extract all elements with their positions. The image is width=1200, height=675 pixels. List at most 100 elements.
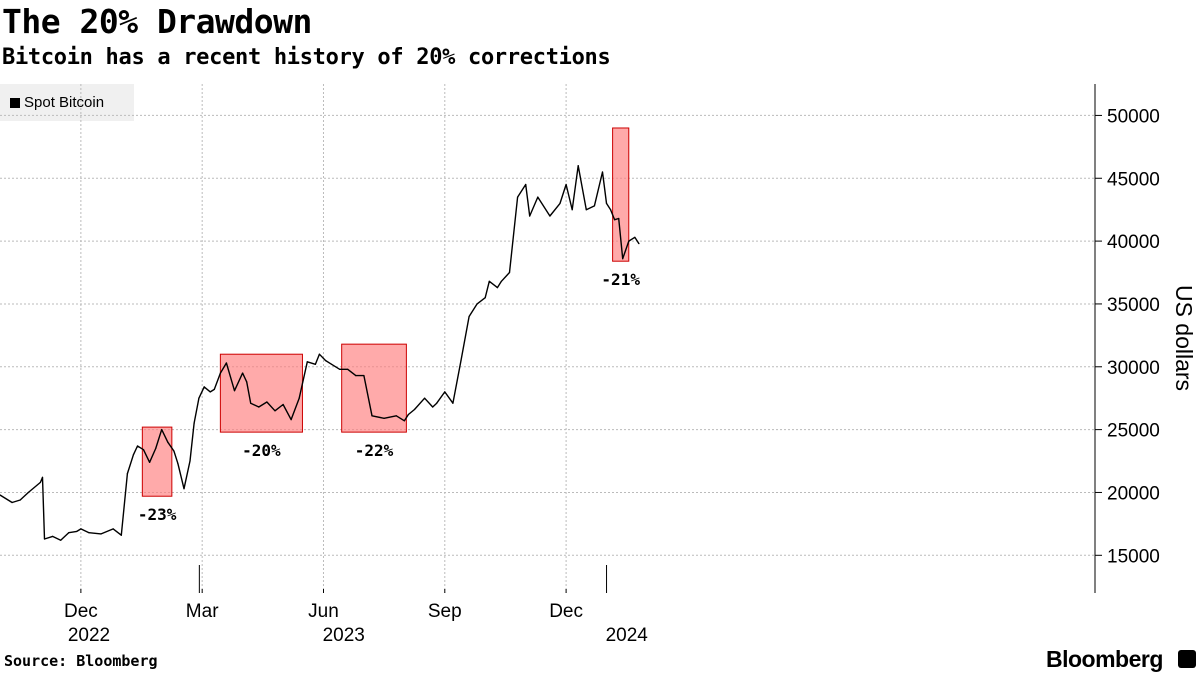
data-point: [88, 532, 90, 534]
data-point: [219, 372, 221, 374]
data-point: [525, 183, 527, 186]
data-point: [331, 363, 333, 365]
data-point: [314, 363, 316, 365]
data-point: [622, 258, 624, 260]
data-point: [403, 420, 405, 422]
data-point: [167, 441, 169, 443]
data-point: [39, 481, 42, 483]
source-note: Source: Bloomberg: [4, 652, 158, 670]
data-point: [601, 171, 604, 173]
drawdown-label: -21%: [601, 270, 640, 289]
data-point: [476, 303, 478, 305]
data-point: [610, 209, 612, 211]
y-axis-label: US dollars: [1171, 285, 1197, 391]
data-point: [126, 473, 128, 475]
data-point: [52, 535, 54, 538]
data-point: [424, 397, 426, 399]
gridlines: [0, 84, 1095, 593]
data-point: [508, 271, 511, 274]
data-point: [571, 209, 573, 211]
data-point: [634, 236, 636, 238]
data-point: [132, 454, 134, 456]
data-point: [233, 390, 236, 392]
data-point: [225, 362, 227, 364]
data-point: [488, 280, 490, 282]
data-point: [60, 539, 62, 541]
data-point: [460, 359, 462, 362]
data-point: [306, 361, 308, 363]
data-point: [577, 165, 579, 167]
data-point: [80, 528, 82, 530]
y-tick-label: 50000: [1107, 106, 1160, 127]
data-point: [484, 297, 486, 299]
data-point: [529, 215, 531, 217]
data-point: [173, 450, 175, 452]
data-point: [198, 397, 200, 399]
data-point: [468, 315, 470, 318]
data-point: [213, 388, 215, 390]
year-label: 2024: [606, 625, 649, 646]
data-point: [183, 488, 185, 490]
drawdown-box: [341, 343, 407, 433]
data-point: [68, 532, 70, 534]
y-tick-label: 35000: [1107, 295, 1160, 316]
data-point: [161, 429, 163, 431]
drawdown-label: -23%: [138, 505, 177, 524]
chart-title: The 20% Drawdown: [2, 2, 312, 41]
data-point: [258, 406, 260, 408]
data-point: [383, 417, 385, 419]
brand-logo: Bloomberg: [1046, 646, 1163, 672]
data-point: [605, 202, 608, 204]
x-tick-label: Jun: [308, 601, 339, 622]
chart-subtitle: Bitcoin has a recent history of 20% corr…: [2, 45, 611, 70]
data-point: [436, 402, 438, 404]
data-point: [638, 243, 640, 245]
axes: 15000 20000 25000 30000 35000 40000 45000 50000…: [64, 84, 1160, 646]
x-tick-label: Mar: [186, 601, 219, 622]
data-point: [136, 445, 139, 447]
data-point: [347, 368, 349, 370]
data-point: [618, 217, 620, 220]
drawdown-box: [219, 353, 303, 433]
y-tick-label: 20000: [1107, 483, 1160, 504]
data-point: [517, 196, 519, 198]
x-tick-label: Dec: [549, 601, 583, 622]
data-point: [559, 202, 561, 204]
data-point: [395, 415, 397, 417]
data-point: [628, 240, 630, 242]
data-point: [282, 403, 284, 406]
data-point: [142, 449, 145, 451]
drawdown-boxes: -23% -20% -22% -21%: [138, 127, 640, 524]
x-tick-label: Dec: [64, 601, 98, 622]
data-point: [76, 530, 78, 533]
data-point: [100, 533, 102, 535]
data-point: [203, 386, 205, 388]
data-point: [11, 501, 13, 504]
data-point: [27, 491, 29, 494]
data-point: [274, 410, 276, 412]
data-point: [177, 463, 179, 465]
x-tick-label: Sep: [428, 601, 462, 622]
data-point: [371, 415, 373, 417]
data-point: [324, 359, 327, 362]
data-point: [432, 406, 434, 408]
data-point: [298, 397, 300, 399]
data-point: [120, 534, 122, 536]
data-point: [452, 402, 454, 404]
data-point: [565, 183, 567, 186]
data-point: [593, 205, 596, 207]
data-point: [155, 447, 157, 450]
series-line-spot-bitcoin: [0, 164, 640, 541]
legend-swatch: [10, 97, 20, 108]
y-tick-label: 45000: [1107, 169, 1160, 190]
data-point: [444, 391, 446, 393]
legend: Spot Bitcoin: [0, 84, 134, 121]
drawdown-label: -20%: [242, 441, 281, 460]
data-point: [149, 461, 151, 463]
data-point: [41, 476, 44, 478]
data-point: [43, 538, 46, 540]
data-point: [614, 219, 616, 221]
y-tick-label: 15000: [1107, 546, 1160, 567]
year-label: 2022: [68, 625, 110, 646]
